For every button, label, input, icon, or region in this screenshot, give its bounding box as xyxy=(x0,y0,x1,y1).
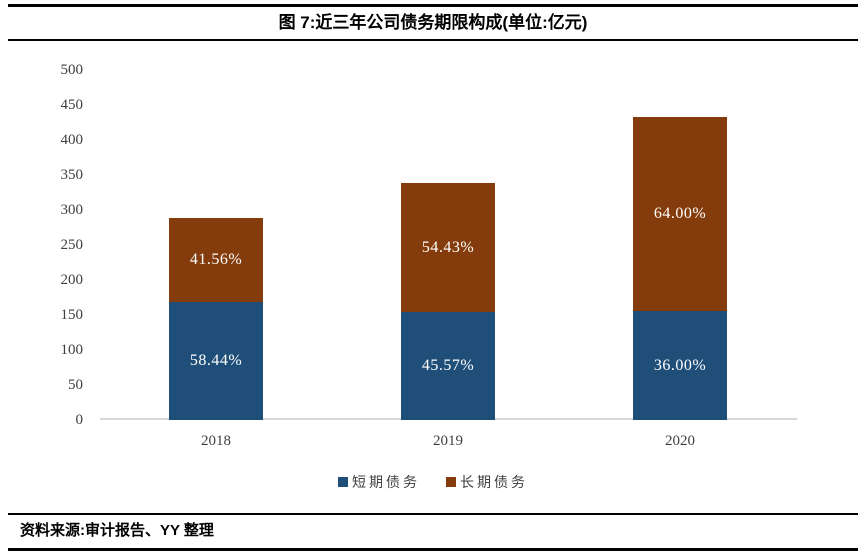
y-axis-tick-label: 200 xyxy=(60,272,84,288)
footer-top-rule xyxy=(8,513,858,515)
footer-bottom-rule xyxy=(8,548,858,551)
y-axis-tick-label: 500 xyxy=(60,62,84,78)
x-axis-category-label: 2019 xyxy=(433,433,463,449)
x-axis-category-label: 2020 xyxy=(665,433,695,449)
bar-segment-short-term: 58.44% xyxy=(169,302,263,420)
y-axis-tick-label: 350 xyxy=(60,167,84,183)
figure-title: 图 7:近三年公司债务期限构成(单位:亿元) xyxy=(278,13,588,32)
bar-percent-label: 58.44% xyxy=(189,352,243,369)
bar-segment-long-term: 54.43% xyxy=(401,183,495,312)
legend-label: 长期债务 xyxy=(460,476,528,491)
source-note: 资料来源:审计报告、YY 整理 xyxy=(20,522,214,539)
legend-swatch xyxy=(446,477,456,487)
title-top-rule xyxy=(8,4,858,7)
title-bottom-rule xyxy=(8,39,858,41)
legend-item: 长期债务 xyxy=(446,472,528,492)
bar-segment-short-term: 45.57% xyxy=(401,312,495,420)
y-axis-tick-label: 150 xyxy=(60,307,84,323)
y-axis-tick-label: 400 xyxy=(60,132,84,148)
legend: 短期债务 长期债务 xyxy=(0,471,866,493)
y-axis-tick-label: 100 xyxy=(60,342,84,358)
bar-percent-label: 36.00% xyxy=(653,356,707,374)
bar-percent-label: 41.56% xyxy=(189,251,243,268)
y-axis-tick-label: 300 xyxy=(60,202,84,218)
y-axis-tick-label: 50 xyxy=(68,377,83,393)
y-axis-tick-label: 0 xyxy=(75,412,84,428)
legend-label: 短期债务 xyxy=(352,476,420,491)
bar-percent-label: 64.00% xyxy=(653,205,707,222)
chart-area: 500 450 400 350 300 250 200 150 100 50 0 58.44% 41.5… xyxy=(60,62,797,449)
bar-segment-short-term: 36.00% xyxy=(633,311,727,420)
bar-segment-long-term: 41.56% xyxy=(169,218,263,302)
legend-swatch xyxy=(338,477,348,487)
bar-segment-long-term: 64.00% xyxy=(633,117,727,311)
x-axis-category-label: 2018 xyxy=(201,433,231,449)
bar-percent-label: 45.57% xyxy=(421,357,475,374)
y-axis-tick-label: 250 xyxy=(60,237,84,253)
y-axis-tick-label: 450 xyxy=(60,97,84,113)
bar-percent-label: 54.43% xyxy=(421,238,475,256)
legend-item: 短期债务 xyxy=(338,472,420,492)
